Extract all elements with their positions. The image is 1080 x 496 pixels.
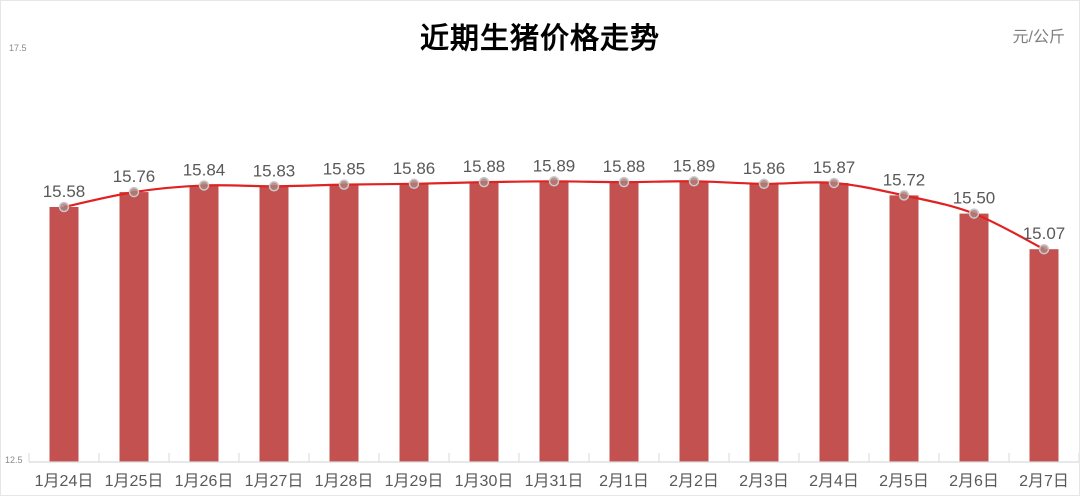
- bar: [539, 181, 569, 463]
- data-label: 15.83: [253, 161, 296, 180]
- data-point-marker: [58, 201, 70, 213]
- data-point-marker: [618, 176, 630, 188]
- data-label: 15.50: [953, 189, 996, 208]
- x-axis-label: 1月30日: [455, 473, 514, 490]
- data-label: 15.89: [673, 156, 716, 175]
- x-axis-label: 2月3日: [739, 473, 789, 490]
- data-label: 15.58: [43, 182, 86, 201]
- data-point-marker: [128, 186, 140, 198]
- data-point-marker: [898, 190, 910, 201]
- x-axis-label: 2月1日: [599, 473, 649, 490]
- x-axis-label: 1月25日: [105, 473, 164, 490]
- x-axis-label: 1月29日: [385, 473, 444, 490]
- x-axis-label: 1月26日: [175, 473, 234, 490]
- y-axis-max-label: 17.5: [9, 43, 27, 53]
- x-axis-label: 2月6日: [949, 473, 999, 490]
- x-axis-label: 2月7日: [1019, 473, 1069, 490]
- data-point-marker: [198, 180, 210, 191]
- data-point-marker: [758, 178, 770, 190]
- x-axis-label: 1月31日: [525, 473, 584, 490]
- data-label: 15.88: [603, 157, 646, 176]
- data-label: 15.84: [183, 160, 226, 179]
- data-point-marker: [268, 181, 280, 192]
- data-point-marker: [688, 176, 700, 187]
- data-label: 15.86: [393, 159, 436, 178]
- x-axis-label: 2月5日: [879, 473, 929, 490]
- bar: [749, 183, 779, 463]
- x-axis-label: 1月27日: [245, 473, 304, 490]
- bar: [329, 184, 359, 462]
- bar: [609, 182, 639, 463]
- x-axis-label: 2月4日: [809, 473, 859, 490]
- data-point-marker: [828, 177, 840, 189]
- data-point-marker: [548, 176, 560, 187]
- bar: [1029, 249, 1059, 462]
- x-axis-label: 1月24日: [35, 473, 94, 490]
- bar: [119, 192, 149, 462]
- x-axis-label: 2月2日: [669, 473, 719, 490]
- data-label: 15.87: [813, 158, 856, 177]
- bar: [469, 182, 499, 463]
- bar: [189, 185, 219, 462]
- data-point-marker: [1038, 243, 1050, 255]
- data-point-marker: [968, 208, 980, 219]
- bar: [959, 213, 989, 462]
- data-label: 15.89: [533, 156, 576, 175]
- data-label: 15.85: [323, 160, 366, 179]
- data-label: 15.88: [463, 157, 506, 176]
- bar: [679, 181, 709, 463]
- unit-label: 元/公斤: [1012, 29, 1065, 46]
- bar: [399, 183, 429, 463]
- data-point-marker: [338, 179, 350, 190]
- data-point-marker: [408, 178, 420, 190]
- chart-title: 近期生猪价格走势: [419, 21, 660, 55]
- bar: [49, 206, 79, 462]
- x-axis-label: 1月28日: [315, 473, 374, 490]
- data-label: 15.76: [113, 167, 156, 186]
- bar: [889, 195, 919, 462]
- data-label: 15.86: [743, 159, 786, 178]
- bar: [819, 182, 849, 463]
- bar: [259, 186, 289, 462]
- data-label: 15.07: [1023, 224, 1066, 243]
- y-axis-min-label: 12.5: [5, 455, 23, 465]
- data-point-marker: [478, 176, 490, 188]
- data-label: 15.72: [883, 170, 926, 189]
